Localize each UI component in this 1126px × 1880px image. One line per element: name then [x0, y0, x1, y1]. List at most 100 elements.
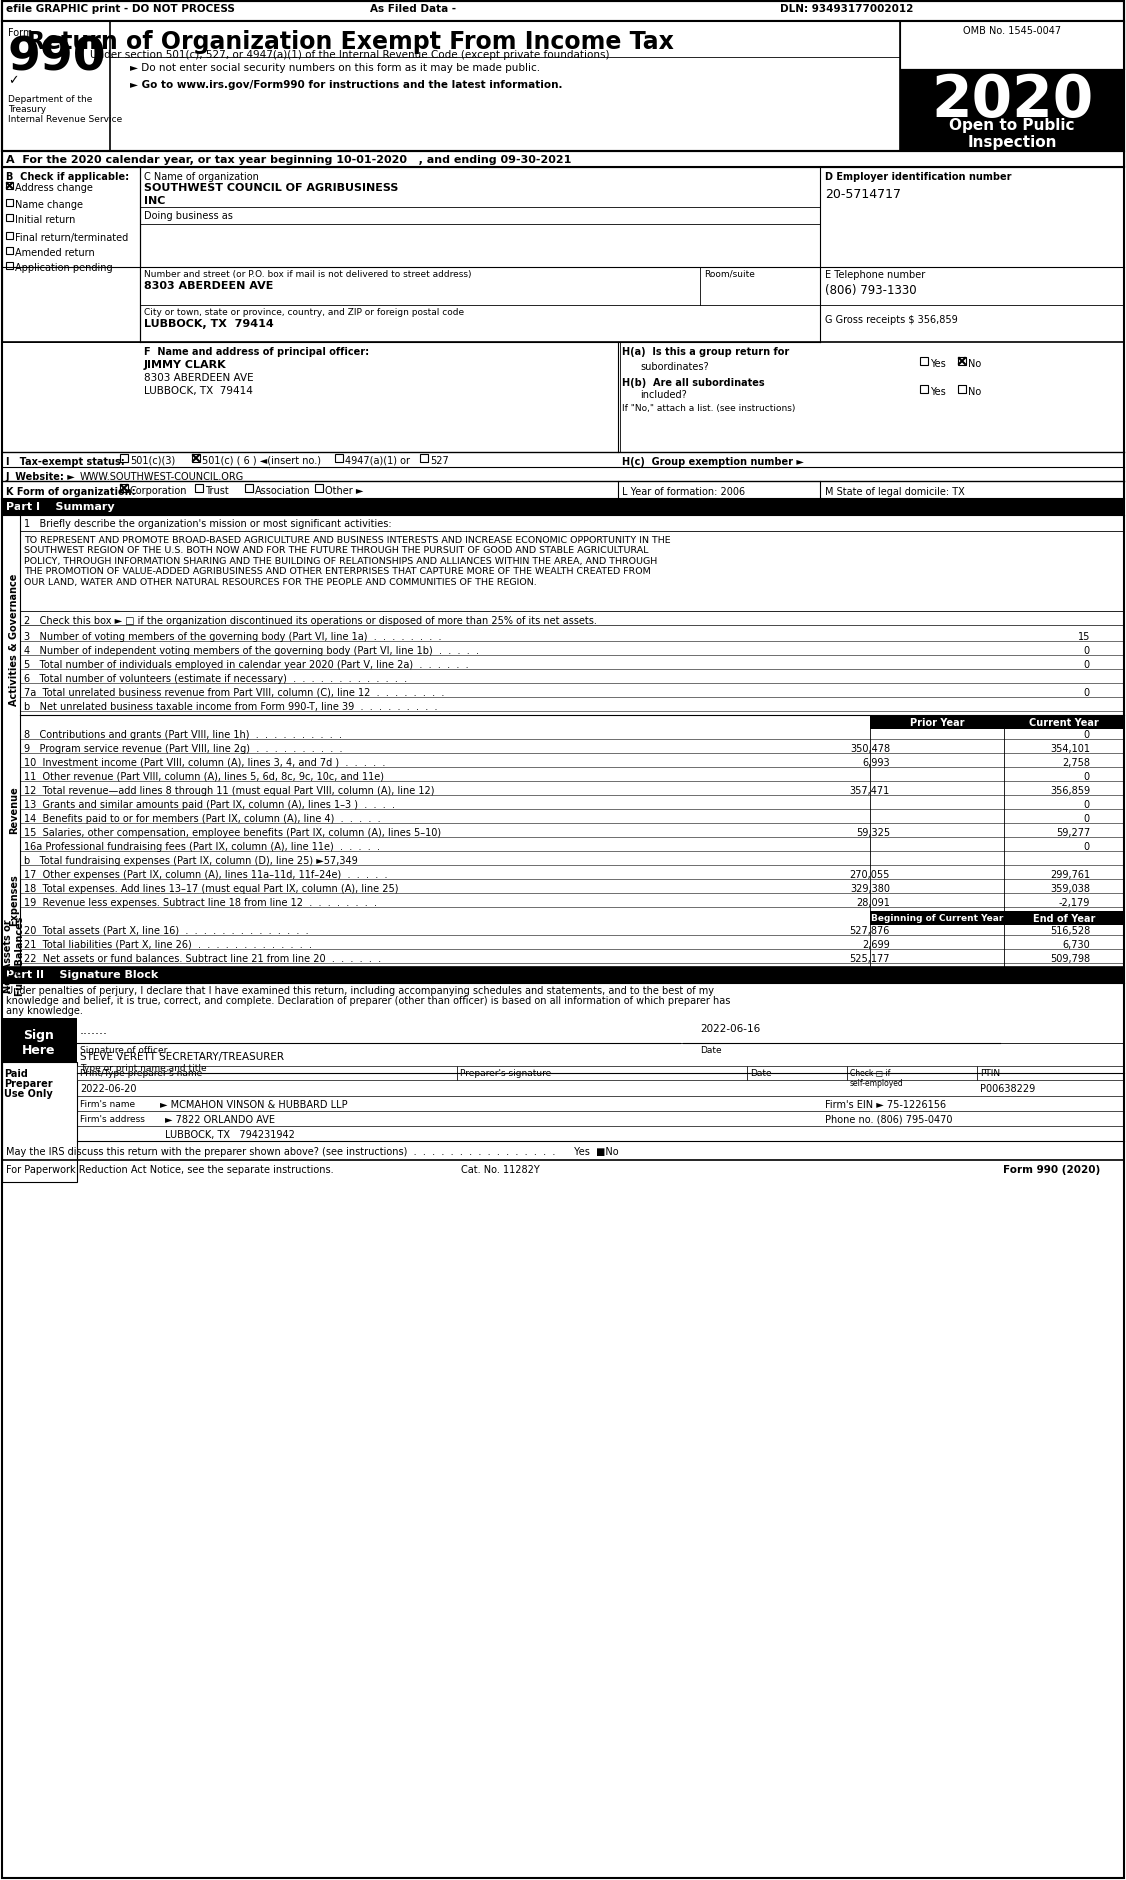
Bar	[2, 167, 140, 342]
Text: H(c)  Group exemption number ►: H(c) Group exemption number ►	[622, 457, 804, 466]
Text: 16a Professional fundraising fees (Part IX, column (A), line 11e)  .  .  .  .  .: 16a Professional fundraising fees (Part …	[24, 842, 379, 852]
Text: 0: 0	[1084, 814, 1090, 823]
Text: Prior Year: Prior Year	[910, 718, 964, 728]
Text: Use Only: Use Only	[5, 1089, 53, 1098]
Text: D Employer identification number: D Employer identification number	[825, 171, 1011, 182]
Bar	[140, 267, 700, 306]
Text: Phone no. (806) 795-0470: Phone no. (806) 795-0470	[825, 1115, 953, 1124]
Bar	[193, 455, 200, 462]
Text: (806) 793-1330: (806) 793-1330	[825, 284, 917, 297]
Text: included?: included?	[640, 389, 687, 400]
Text: Under penalties of perjury, I declare that I have examined this return, includin: Under penalties of perjury, I declare th…	[6, 985, 714, 996]
Text: Net Assets or
Fund Balances: Net Assets or Fund Balances	[3, 916, 25, 995]
Text: any knowledge.: any knowledge.	[6, 1006, 83, 1015]
Text: 501(c) ( 6 ) ◄(insert no.): 501(c) ( 6 ) ◄(insert no.)	[202, 455, 321, 466]
Bar	[336, 455, 343, 462]
Text: -2,179: -2,179	[1058, 897, 1090, 908]
Text: 14  Benefits paid to or for members (Part IX, column (A), line 4)  .  .  .  .  .: 14 Benefits paid to or for members (Part…	[24, 814, 381, 823]
Text: Firm's name: Firm's name	[80, 1100, 135, 1109]
Text: Return of Organization Exempt From Income Tax: Return of Organization Exempt From Incom…	[27, 30, 673, 55]
Text: TO REPRESENT AND PROMOTE BROAD-BASED AGRICULTURE AND BUSINESS INTERESTS AND INCR: TO REPRESENT AND PROMOTE BROAD-BASED AGR…	[24, 536, 671, 587]
Bar	[420, 455, 428, 462]
Text: 356,859: 356,859	[1049, 786, 1090, 795]
Text: Current Year: Current Year	[1029, 718, 1099, 728]
Text: H(b)  Are all subordinates: H(b) Are all subordinates	[622, 378, 765, 387]
Bar	[900, 70, 1124, 152]
Bar	[2, 152, 1124, 167]
Text: Sign
Here: Sign Here	[23, 1028, 56, 1057]
Text: Association: Association	[254, 485, 311, 496]
Text: 270,055: 270,055	[850, 870, 890, 880]
Text: Date: Date	[750, 1068, 771, 1077]
Text: 8   Contributions and grants (Part VIII, line 1h)  .  .  .  .  .  .  .  .  .  .: 8 Contributions and grants (Part VIII, l…	[24, 729, 342, 739]
Text: Cat. No. 11282Y: Cat. No. 11282Y	[461, 1164, 539, 1175]
Text: Check □ if
self-employed: Check □ if self-employed	[850, 1068, 904, 1089]
Bar	[6, 199, 14, 207]
Text: P00638229: P00638229	[980, 1083, 1035, 1094]
Text: I   Tax-exempt status:: I Tax-exempt status:	[6, 457, 125, 466]
Text: Corporation: Corporation	[129, 485, 188, 496]
Bar	[2, 342, 620, 453]
Text: 20-5714717: 20-5714717	[825, 188, 901, 201]
Text: Print/Type preparer's name: Print/Type preparer's name	[80, 1068, 203, 1077]
Text: 12  Total revenue—add lines 8 through 11 (must equal Part VIII, column (A), line: 12 Total revenue—add lines 8 through 11 …	[24, 786, 435, 795]
Text: 5   Total number of individuals employed in calendar year 2020 (Part V, line 2a): 5 Total number of individuals employed i…	[24, 660, 468, 669]
Text: 527: 527	[430, 455, 449, 466]
Text: End of Year: End of Year	[1033, 914, 1096, 923]
Text: 9   Program service revenue (Part VIII, line 2g)  .  .  .  .  .  .  .  .  .  .: 9 Program service revenue (Part VIII, li…	[24, 744, 342, 754]
Text: 59,277: 59,277	[1056, 827, 1090, 838]
Text: 11  Other revenue (Part VIII, column (A), lines 5, 6d, 8c, 9c, 10c, and 11e): 11 Other revenue (Part VIII, column (A),…	[24, 771, 384, 782]
Text: H(a)  Is this a group return for: H(a) Is this a group return for	[622, 346, 789, 357]
Bar	[900, 23, 1124, 70]
Bar	[2, 500, 1124, 515]
Text: Date: Date	[700, 1045, 722, 1055]
Text: Department of the: Department of the	[8, 96, 92, 103]
Bar	[6, 182, 14, 190]
Text: 13  Grants and similar amounts paid (Part IX, column (A), lines 1–3 )  .  .  .  : 13 Grants and similar amounts paid (Part…	[24, 799, 395, 810]
Bar	[900, 115, 1124, 152]
Text: 10  Investment income (Part VIII, column (A), lines 3, 4, and 7d )  .  .  .  .  : 10 Investment income (Part VIII, column …	[24, 758, 385, 767]
Text: Application pending: Application pending	[15, 263, 113, 273]
Bar	[245, 485, 253, 493]
Text: Activities & Governance: Activities & Governance	[9, 573, 19, 705]
Text: 0: 0	[1084, 645, 1090, 656]
Text: 19  Revenue less expenses. Subtract line 18 from line 12  .  .  .  .  .  .  .  .: 19 Revenue less expenses. Subtract line …	[24, 897, 377, 908]
Text: 3   Number of voting members of the governing body (Part VI, line 1a)  .  .  .  : 3 Number of voting members of the govern…	[24, 632, 441, 641]
Text: 525,177: 525,177	[849, 953, 890, 963]
Bar	[920, 385, 928, 393]
Text: If "No," attach a list. (see instructions): If "No," attach a list. (see instruction…	[622, 404, 795, 414]
Text: May the IRS discuss this return with the preparer shown above? (see instructions: May the IRS discuss this return with the…	[6, 1147, 618, 1156]
Text: 527,876: 527,876	[850, 925, 890, 936]
Text: 350,478: 350,478	[850, 744, 890, 754]
Bar	[77, 1066, 457, 1081]
Text: INC: INC	[144, 196, 166, 207]
Text: 0: 0	[1084, 842, 1090, 852]
Bar	[847, 1066, 977, 1081]
Text: J  Website: ►: J Website: ►	[6, 472, 75, 481]
Bar	[977, 1066, 1124, 1081]
Text: Preparer's signature: Preparer's signature	[461, 1068, 552, 1077]
Text: 4   Number of independent voting members of the governing body (Part VI, line 1b: 4 Number of independent voting members o…	[24, 645, 479, 656]
Text: Preparer: Preparer	[5, 1079, 53, 1089]
Bar	[2, 1062, 77, 1183]
Text: Form: Form	[8, 28, 33, 38]
Text: Type or print name and title: Type or print name and title	[80, 1064, 207, 1072]
Bar	[6, 233, 14, 241]
Text: knowledge and belief, it is true, correct, and complete. Declaration of preparer: knowledge and belief, it is true, correc…	[6, 996, 731, 1006]
Text: Doing business as: Doing business as	[144, 211, 233, 220]
Text: 15: 15	[1078, 632, 1090, 641]
Text: 0: 0	[1084, 771, 1090, 782]
Bar	[20, 532, 1124, 611]
Text: 0: 0	[1084, 799, 1090, 810]
Text: Yes: Yes	[930, 359, 946, 368]
Text: 2020: 2020	[931, 71, 1093, 130]
Text: 8303 ABERDEEN AVE: 8303 ABERDEEN AVE	[144, 280, 274, 291]
Text: JIMMY CLARK: JIMMY CLARK	[144, 359, 226, 370]
Bar	[958, 385, 966, 393]
Text: Amended return: Amended return	[15, 248, 95, 258]
Text: 0: 0	[1084, 729, 1090, 739]
Text: A  For the 2020 calendar year, or tax year beginning 10-01-2020   , and ending 0: A For the 2020 calendar year, or tax yea…	[6, 154, 571, 165]
Text: Internal Revenue Service: Internal Revenue Service	[8, 115, 123, 124]
Bar	[6, 248, 14, 256]
Bar	[747, 1066, 847, 1081]
